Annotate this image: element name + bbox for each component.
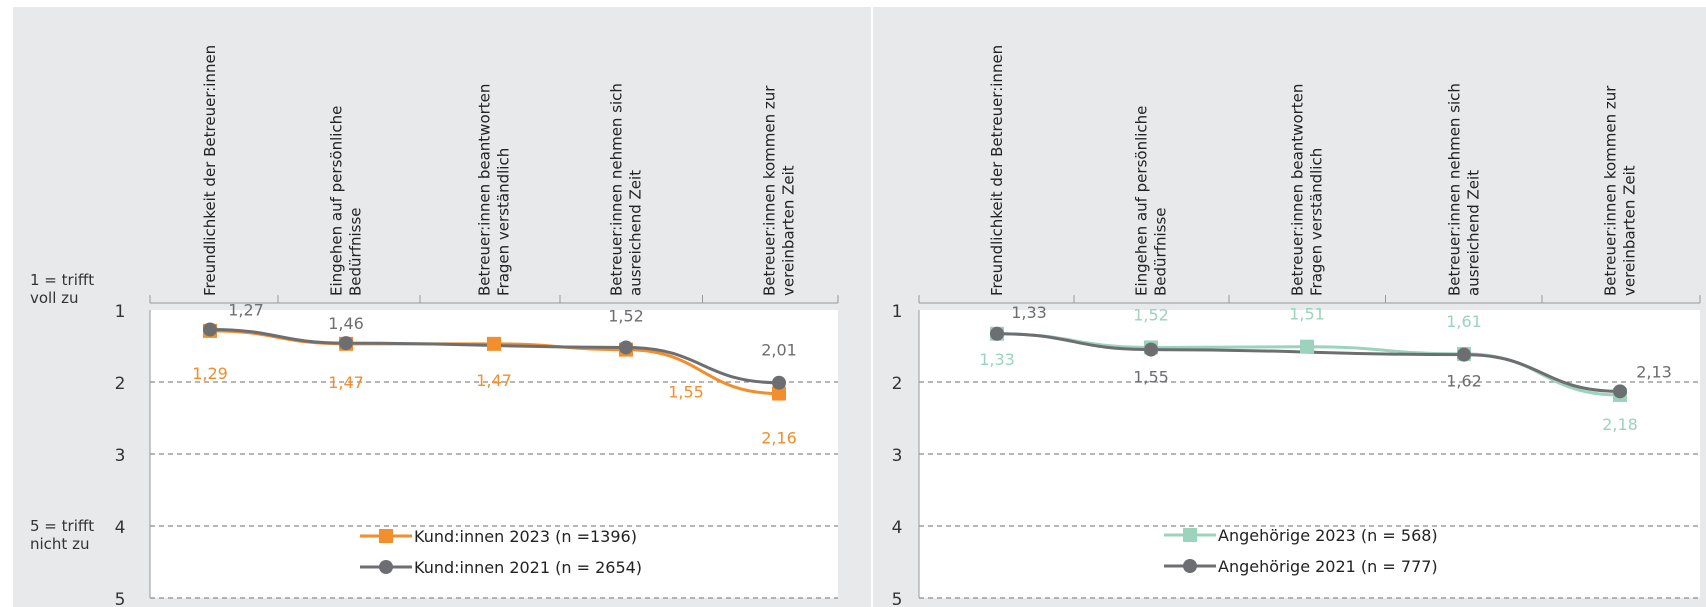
right-chart: 1 2 3 4 5 Freundlichkeit der Betreuer:innen Ei…	[892, 45, 1701, 606]
data-label: 2,13	[1636, 362, 1672, 381]
x-category-label: Eingehen auf persönliche	[1133, 106, 1151, 296]
data-point-circle	[990, 326, 1004, 341]
data-label: 1,47	[476, 371, 512, 390]
x-category-label: Freundlichkeit der Betreuer:innen	[988, 45, 1006, 296]
data-label: 1,55	[1133, 368, 1169, 387]
scale-note-bottom-line2: nicht zu	[30, 535, 90, 553]
data-label: 1,55	[668, 383, 704, 402]
data-point-circle	[619, 340, 633, 355]
x-category-label: Fragen verständlich	[495, 148, 513, 296]
x-category-label: ausreichend Zeit	[627, 170, 645, 296]
data-label: 1,33	[1011, 303, 1047, 322]
data-label: 1,51	[1289, 305, 1325, 324]
data-point-square	[487, 336, 501, 351]
data-label: 2,16	[761, 429, 797, 448]
y-tick-label: 5	[892, 590, 903, 606]
scale-note-top-line2: voll zu	[30, 289, 79, 307]
data-label: 1,47	[328, 373, 364, 392]
legend-label: Angehörige 2023 (n = 568)	[1218, 526, 1438, 545]
left-chart: 1 2 3 4 5 Freundlichkeit der Betreuer:innen Ei…	[115, 45, 839, 606]
x-category-label: Betreuer:innen kommen zur	[1602, 85, 1620, 296]
legend-marker	[1183, 559, 1197, 573]
x-category-label: Betreuer:innen beantworten	[476, 84, 494, 296]
x-category-label: Eingehen auf persönliche	[328, 106, 346, 296]
y-tick-label: 1	[892, 302, 903, 322]
x-category-label: vereinbarten Zeit	[780, 165, 798, 296]
scale-note-top-line1: 1 = trifft	[30, 271, 95, 289]
data-label: 2,01	[761, 341, 797, 360]
y-tick-label: 2	[892, 374, 903, 394]
legend-label: Kund:innen 2023 (n =1396)	[414, 527, 637, 546]
data-label: 1,33	[979, 350, 1015, 369]
x-category-label: Bedürfnisse	[1152, 207, 1170, 296]
x-category-label: Betreuer:innen beantworten	[1289, 84, 1307, 296]
data-point-circle	[339, 336, 353, 351]
data-label: 1,29	[192, 364, 228, 383]
x-category-label: Betreuer:innen nehmen sich	[1446, 83, 1464, 296]
y-tick-label: 3	[115, 446, 126, 466]
data-label: 1,27	[228, 300, 264, 319]
y-tick-label: 4	[115, 518, 126, 538]
data-point-circle	[1457, 347, 1471, 362]
y-tick-label: 4	[892, 518, 903, 538]
scale-note-top: 1 = trifft voll zu	[30, 271, 94, 307]
data-label: 1,52	[608, 306, 644, 325]
legend-label: Angehörige 2021 (n = 777)	[1218, 557, 1438, 576]
legend-marker	[1183, 528, 1197, 542]
legend-marker	[379, 560, 393, 574]
legend-marker	[379, 529, 393, 543]
data-label: 1,61	[1446, 312, 1482, 331]
data-point-circle	[772, 375, 786, 390]
y-tick-label: 2	[115, 374, 126, 394]
y-tick-label: 3	[892, 446, 903, 466]
data-point-square	[772, 386, 786, 401]
x-category-label: ausreichend Zeit	[1465, 170, 1483, 296]
legend-label: Kund:innen 2021 (n = 2654)	[414, 558, 642, 577]
y-tick-label: 1	[115, 302, 126, 322]
data-label: 1,62	[1446, 372, 1482, 391]
x-category-label: Bedürfnisse	[347, 207, 365, 296]
data-label: 1,46	[328, 314, 364, 333]
data-label: 2,18	[1602, 415, 1638, 434]
scale-note-bottom: 5 = trifft nicht zu	[30, 517, 94, 553]
data-point-circle	[203, 322, 217, 337]
x-category-label: Freundlichkeit der Betreuer:innen	[201, 45, 219, 296]
data-point-circle	[1613, 384, 1627, 399]
x-category-label: Betreuer:innen kommen zur	[761, 85, 779, 296]
x-category-label: vereinbarten Zeit	[1621, 165, 1639, 296]
scale-note-bottom-line1: 5 = trifft	[30, 517, 95, 535]
x-category-label: Fragen verständlich	[1308, 148, 1326, 296]
x-category-label: Betreuer:innen nehmen sich	[608, 83, 626, 296]
data-label: 1,52	[1133, 305, 1169, 324]
data-point-circle	[1144, 342, 1158, 357]
data-point-square	[1300, 339, 1314, 354]
y-tick-label: 5	[115, 590, 126, 606]
